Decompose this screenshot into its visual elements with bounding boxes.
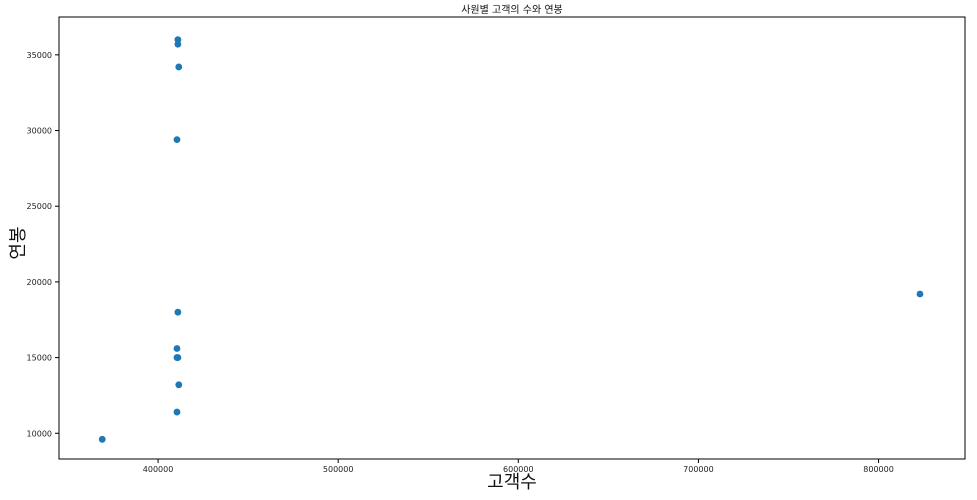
chart-title: 사원별 고객의 수와 연봉: [461, 4, 563, 16]
scatter-point: [173, 345, 181, 352]
x-axis-label: 고객수: [487, 472, 537, 493]
x-tick-label: 600000: [503, 465, 534, 474]
x-tick-label: 400000: [143, 465, 174, 474]
scatter-point: [173, 408, 181, 416]
y-tick-label: 30000: [27, 127, 52, 136]
data-points: [98, 36, 924, 443]
scatter-point: [175, 63, 183, 71]
y-axis: 10000 15000 20000 25000 30000 35000: [27, 51, 59, 438]
y-tick-label: 20000: [27, 278, 52, 287]
scatter-point: [174, 354, 182, 361]
plot-area: [58, 16, 966, 460]
scatter-point: [916, 290, 924, 298]
y-tick-label: 25000: [27, 202, 52, 211]
scatter-point: [173, 136, 181, 144]
x-axis: 400000 500000 600000 700000 800000: [143, 459, 894, 474]
x-tick-label: 500000: [323, 465, 354, 474]
scatter-point: [98, 435, 106, 443]
y-axis-label: 연봉: [8, 226, 29, 259]
scatter-point: [175, 381, 183, 389]
scatter-point: [174, 308, 182, 316]
x-tick-label: 700000: [683, 465, 714, 474]
x-tick-label: 800000: [863, 465, 894, 474]
y-tick-label: 35000: [27, 51, 52, 60]
y-tick-label: 10000: [27, 429, 52, 438]
scatter-point: [174, 36, 182, 44]
y-tick-label: 15000: [27, 354, 52, 363]
